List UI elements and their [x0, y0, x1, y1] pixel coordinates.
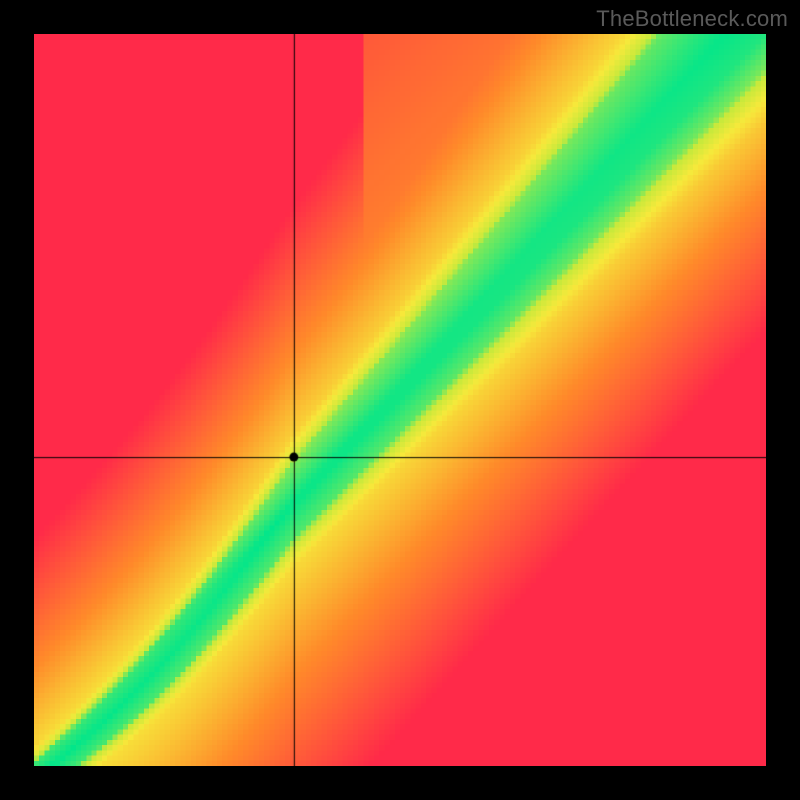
crosshair-overlay [34, 34, 766, 766]
watermark-text: TheBottleneck.com [596, 6, 788, 32]
chart-container: TheBottleneck.com [0, 0, 800, 800]
